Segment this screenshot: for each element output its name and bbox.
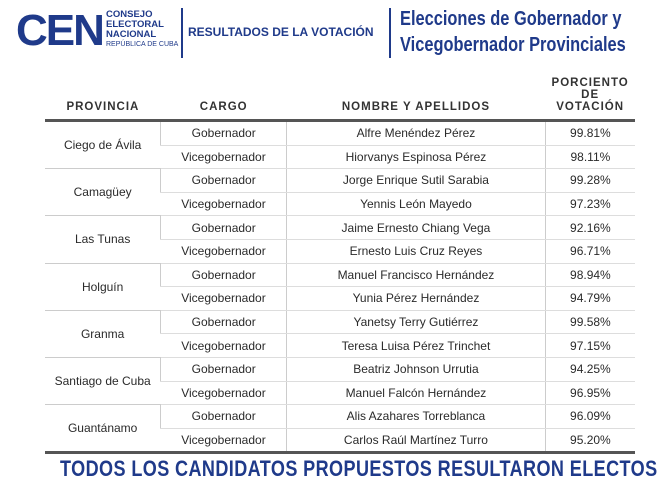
name-cell: Manuel Falcón Hernández	[286, 381, 546, 406]
cargo-cell: Vicegobernador	[160, 192, 287, 217]
percent-cell: 99.81%	[544, 120, 635, 146]
name-cell: Yennis León Mayedo	[286, 192, 546, 217]
percent-cell: 94.25%	[544, 357, 635, 382]
name-cell: Alfre Menéndez Pérez	[286, 120, 546, 146]
cargo-cell: Vicegobernador	[160, 333, 287, 358]
name-cell: Jorge Enrique Sutil Sarabia	[286, 168, 546, 193]
header-row: PROVINCIA CARGO NOMBRE Y APELLIDOS PORCIENT…	[45, 76, 635, 122]
cargo-cell: Vicegobernador	[160, 381, 287, 406]
cargo-cell: Gobernador	[160, 120, 287, 146]
org-line: CONSEJO	[106, 9, 153, 20]
cargo-cell: Gobernador	[160, 404, 287, 429]
table-row: Guantánamo Gobernador Alis Azahares Torreb…	[45, 404, 635, 455]
cargo-cell: Gobernador	[160, 215, 287, 240]
percent-cell: 96.95%	[544, 381, 635, 406]
percent-cell: 92.16%	[544, 215, 635, 240]
title: Elecciones de Gobernador y Vicegobernado…	[400, 6, 626, 58]
table-row: Vicegobernador Hiorvanys Espinosa Pérez 98…	[45, 145, 635, 170]
table-row: Vicegobernador Teresa Luisa Pérez Trinche…	[45, 333, 635, 358]
table-row: Santiago de Cuba Gobernador Beatriz Johnso…	[45, 357, 635, 406]
name-cell: Teresa Luisa Pérez Trinchet	[286, 333, 546, 358]
cargo-cell: Vicegobernador	[160, 239, 287, 264]
column-header: PORCIENTO DE VOTACIÓN	[545, 76, 635, 122]
results-table: PROVINCIA CARGO NOMBRE Y APELLIDOS PORCIENT…	[45, 76, 635, 455]
percent-cell: 99.28%	[544, 168, 635, 193]
percent-cell: 96.09%	[544, 404, 635, 429]
name-cell: Alis Azahares Torreblanca	[286, 404, 546, 429]
table-row: Las Tunas Gobernador Jaime Ernesto Chiang …	[45, 215, 635, 264]
org-line: NACIONAL	[106, 29, 157, 40]
name-cell: Hiorvanys Espinosa Pérez	[286, 145, 546, 170]
divider	[389, 8, 391, 58]
name-cell: Carlos Raúl Martínez Turro	[286, 428, 546, 455]
name-cell: Ernesto Luis Cruz Reyes	[286, 239, 546, 264]
cargo-cell: Gobernador	[160, 263, 287, 288]
table-row: Vicegobernador Ernesto Luis Cruz Reyes 96.…	[45, 239, 635, 264]
title-line: Vicegobernador Provinciales	[400, 34, 626, 56]
table-row: Vicegobernador Carlos Raúl Martínez Turro…	[45, 428, 635, 455]
table-body: Ciego de Ávila Gobernador Alfre Menéndez P…	[45, 120, 635, 455]
cargo-cell: Vicegobernador	[160, 428, 287, 455]
percent-cell: 98.11%	[544, 145, 635, 170]
column-header: PROVINCIA	[45, 76, 161, 122]
name-cell: Manuel Francisco Hernández	[286, 263, 546, 288]
province-cell: Granma	[45, 310, 161, 358]
province-cell: Guantánamo	[45, 404, 161, 455]
table-row: Ciego de Ávila Gobernador Alfre Menéndez P…	[45, 120, 635, 170]
table-row: Vicegobernador Manuel Falcón Hernández 96.…	[45, 381, 635, 406]
cargo-cell: Vicegobernador	[160, 286, 287, 311]
province-cell: Ciego de Ávila	[45, 120, 161, 170]
percent-cell: 97.15%	[544, 333, 635, 358]
name-cell: Beatriz Johnson Urrutia	[286, 357, 546, 382]
divider	[181, 8, 183, 58]
province-cell: Santiago de Cuba	[45, 357, 161, 406]
province-cell: Holguín	[45, 263, 161, 311]
percent-cell: 95.20%	[544, 428, 635, 455]
table-row: Granma Gobernador Yanetsy Terry Gutiérrez 9…	[45, 310, 635, 358]
column-header: CARGO	[160, 76, 287, 122]
section-label: RESULTADOS DE LA VOTACIÓN	[188, 25, 374, 39]
org-sub: REPÚBLICA DE CUBA	[106, 41, 179, 48]
table-row: Camagüey Gobernador Jorge Enrique Sutil Sa…	[45, 168, 635, 217]
logo: CEN	[16, 6, 105, 55]
percent-cell: 96.71%	[544, 239, 635, 264]
province-cell: Las Tunas	[45, 215, 161, 264]
percent-cell: 97.23%	[544, 192, 635, 217]
footer: TODOS LOS CANDIDATOS PROPUESTOS RESULTAR…	[60, 456, 658, 481]
cargo-cell: Gobernador	[160, 357, 287, 382]
table-row: Vicegobernador Yennis León Mayedo 97.23%	[45, 192, 635, 217]
org-line: ELECTORAL	[106, 19, 164, 30]
percent-cell: 94.79%	[544, 286, 635, 311]
name-cell: Yanetsy Terry Gutiérrez	[286, 310, 546, 335]
title-line: Elecciones de Gobernador y	[400, 8, 622, 30]
cargo-cell: Gobernador	[160, 310, 287, 335]
table-row: Vicegobernador Yunia Pérez Hernández 94.79…	[45, 286, 635, 311]
org-name: CONSEJO ELECTORAL NACIONAL REPÚBLICA DE …	[106, 10, 178, 50]
table-row: Holguín Gobernador Manuel Francisco Hernán…	[45, 263, 635, 311]
cargo-cell: Vicegobernador	[160, 145, 287, 170]
percent-cell: 98.94%	[544, 263, 635, 288]
percent-cell: 99.58%	[544, 310, 635, 335]
column-header: NOMBRE Y APELLIDOS	[286, 76, 546, 122]
province-cell: Camagüey	[45, 168, 161, 217]
cargo-cell: Gobernador	[160, 168, 287, 193]
name-cell: Jaime Ernesto Chiang Vega	[286, 215, 546, 240]
name-cell: Yunia Pérez Hernández	[286, 286, 546, 311]
